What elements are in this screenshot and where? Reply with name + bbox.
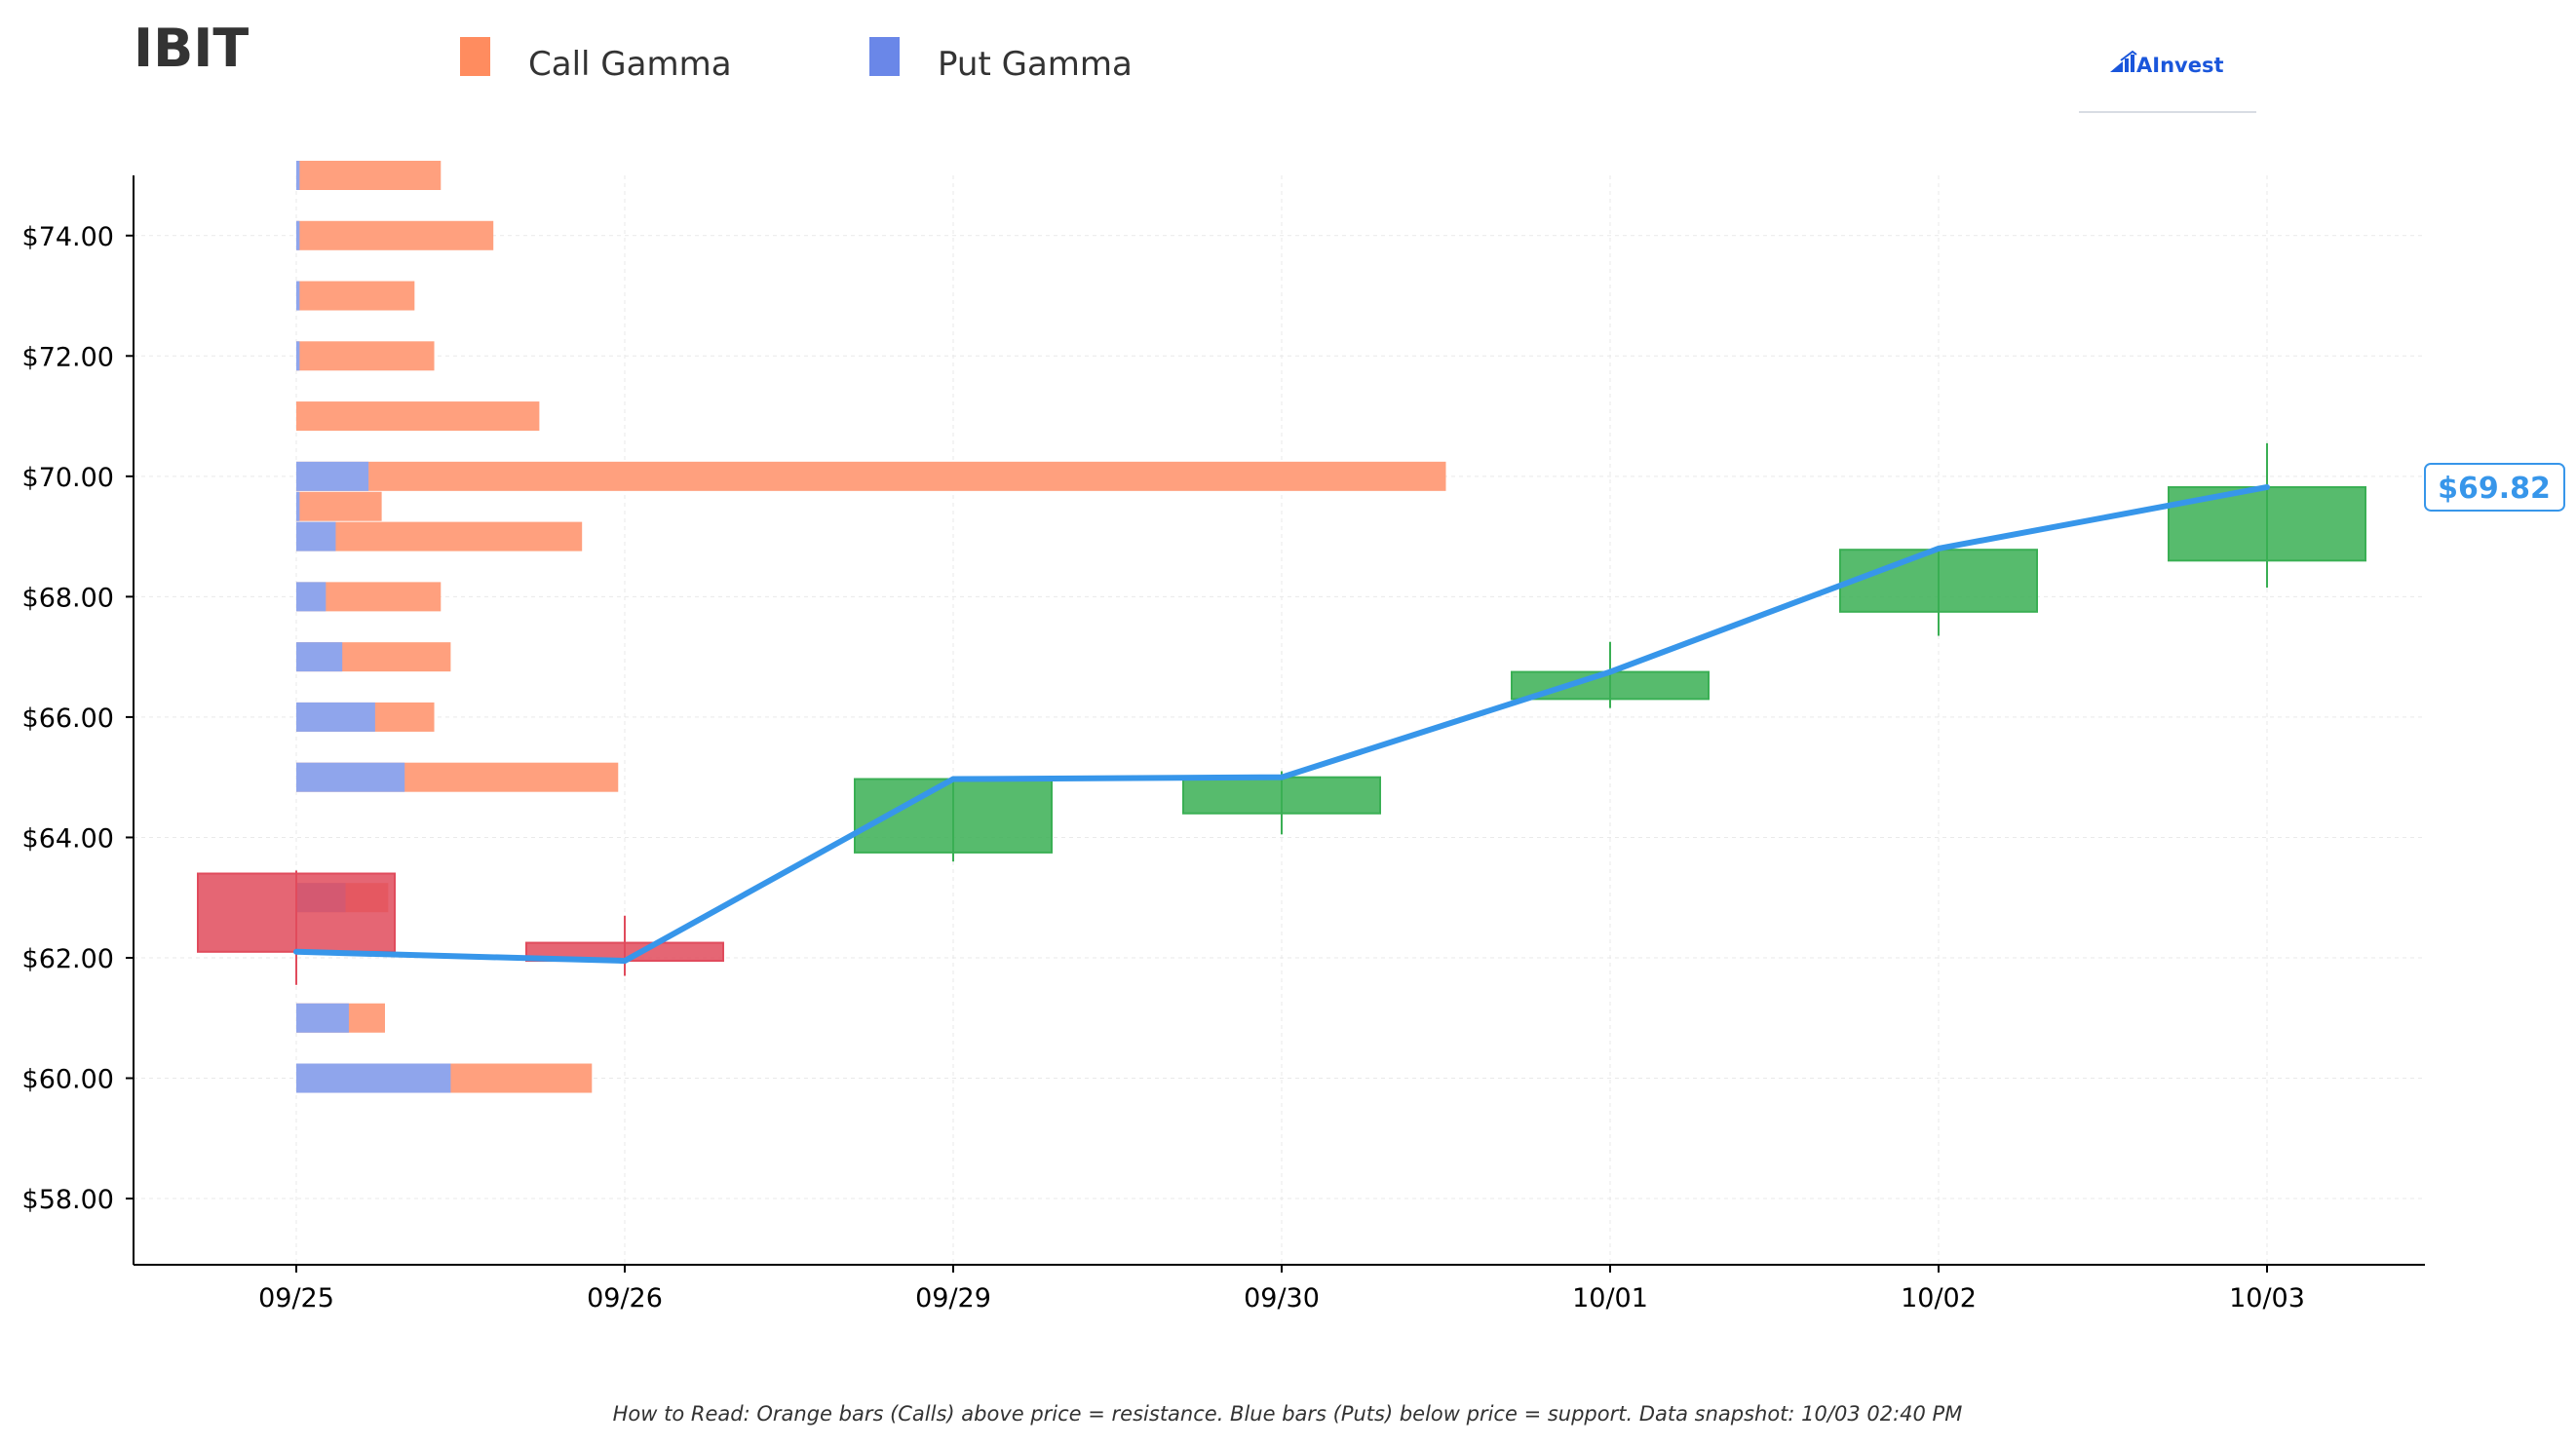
footnote: How to Read: Orange bars (Calls) above p…: [613, 1402, 1963, 1426]
last-price-tag-box: [2424, 462, 2565, 512]
put-gamma-bar: [296, 1003, 349, 1033]
logo-text: AInvest: [2136, 54, 2224, 77]
price-line: [293, 483, 2270, 965]
legend-call-label: Call Gamma: [528, 45, 732, 84]
candle-body: [1839, 549, 2038, 613]
call-gamma-bar: [296, 220, 494, 250]
y-tick-label: $70.00: [22, 463, 114, 493]
legend-put-label: Put Gamma: [938, 45, 1133, 84]
x-tick-label: 10/02: [1901, 1283, 1977, 1313]
call-gamma-bar: [296, 521, 583, 552]
x-tick-label: 09/25: [258, 1283, 334, 1313]
put-gamma-bar: [296, 521, 336, 552]
tick-labels: $58.00 $60.00 $62.00 $64.00 $66.00 $68.00 $70.…: [22, 222, 2305, 1313]
gamma-bars: [296, 161, 1446, 1093]
x-tick-label: 09/26: [587, 1283, 663, 1313]
y-tick-label: $72.00: [22, 342, 114, 372]
put-gamma-bar: [296, 281, 300, 311]
call-gamma-bar: [296, 161, 442, 190]
call-gamma-bar: [296, 341, 435, 371]
legend-call-swatch: [460, 37, 490, 76]
put-gamma-bar: [296, 1063, 451, 1093]
put-gamma-bar: [296, 762, 405, 792]
price-line-layer: [293, 483, 2270, 965]
x-tick-label: 10/03: [2229, 1283, 2305, 1313]
put-gamma-bar: [296, 702, 375, 732]
last-price-tag: $69.82: [2424, 462, 2565, 512]
put-gamma-bar: [296, 582, 327, 612]
y-tick-label: $74.00: [22, 222, 114, 252]
put-gamma-bar: [296, 461, 369, 491]
call-gamma-bar: [296, 281, 415, 311]
ainvest-logo: AInvest: [2079, 50, 2256, 113]
legend-put-swatch: [869, 37, 900, 76]
axes: [133, 175, 2425, 1266]
y-tick-label: $64.00: [22, 823, 114, 854]
y-tick-label: $60.00: [22, 1065, 114, 1095]
x-tick-label: 10/01: [1572, 1283, 1648, 1313]
call-gamma-bar: [296, 491, 382, 521]
put-gamma-bar: [296, 161, 300, 190]
y-tick-label: $68.00: [22, 583, 114, 613]
put-gamma-bar: [296, 220, 300, 250]
grid: [134, 175, 2425, 1265]
put-gamma-bar: [296, 491, 300, 521]
call-gamma-bar: [296, 461, 1446, 491]
x-tick-label: 09/29: [915, 1283, 991, 1313]
candle-body: [197, 872, 396, 953]
legend: Call Gamma Put Gamma: [460, 37, 1133, 84]
y-tick-label: $66.00: [22, 704, 114, 734]
ainvest-logo-icon: [2110, 50, 2137, 72]
ticker-title: IBIT: [134, 18, 249, 79]
x-tick-label: 09/30: [1244, 1283, 1320, 1313]
y-tick-label: $62.00: [22, 944, 114, 974]
put-gamma-bar: [296, 642, 343, 672]
candle-body: [1182, 776, 1381, 815]
y-tick-label: $58.00: [22, 1185, 114, 1215]
last-price-label: $69.82: [2438, 472, 2551, 506]
call-gamma-bar: [296, 401, 540, 432]
put-gamma-bar: [296, 341, 300, 371]
